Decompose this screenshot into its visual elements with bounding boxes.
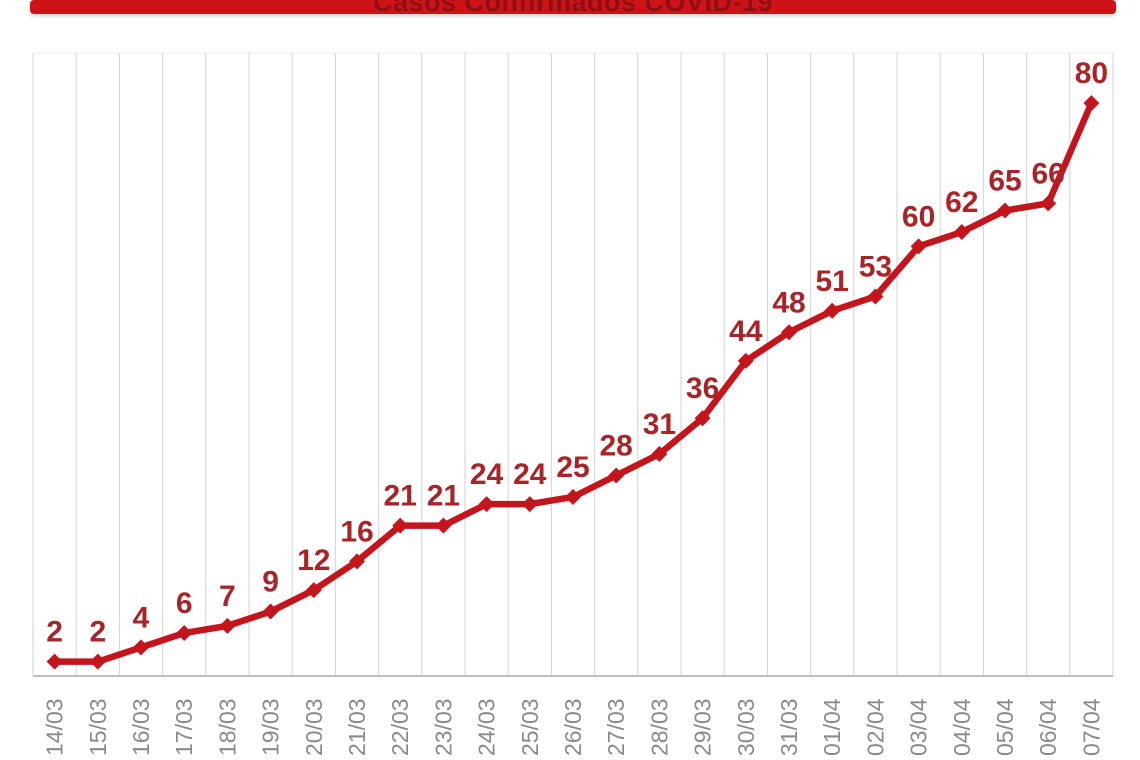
data-label: 66 bbox=[1032, 157, 1065, 190]
x-axis-label: 25/03 bbox=[517, 698, 543, 756]
data-point-marker bbox=[176, 625, 193, 642]
data-label: 4 bbox=[133, 601, 150, 634]
data-point-marker bbox=[781, 324, 797, 341]
data-label: 62 bbox=[945, 186, 978, 219]
data-label: 28 bbox=[600, 429, 633, 462]
chart-title: Casos Confirmados COVID-19 bbox=[30, 0, 1116, 14]
x-axis-label: 04/04 bbox=[949, 698, 975, 756]
data-point-marker bbox=[997, 202, 1013, 219]
x-axis-label: 16/03 bbox=[128, 698, 154, 756]
data-point-marker bbox=[89, 653, 106, 670]
data-label: 24 bbox=[470, 458, 504, 491]
x-axis-label: 28/03 bbox=[646, 698, 672, 756]
series-line bbox=[51, 99, 1095, 665]
data-point-marker bbox=[521, 496, 538, 513]
x-axis-label: 30/03 bbox=[733, 698, 759, 756]
data-point-marker bbox=[262, 603, 279, 620]
data-label: 21 bbox=[384, 480, 417, 513]
x-axis-label: 19/03 bbox=[258, 698, 284, 756]
data-point-marker bbox=[910, 238, 927, 255]
x-axis-label: 14/03 bbox=[42, 698, 68, 756]
data-point-marker bbox=[651, 446, 668, 463]
title-banner: Casos Confirmados COVID-19 bbox=[30, 0, 1116, 14]
data-label: 60 bbox=[902, 200, 935, 233]
x-axis-label: 24/03 bbox=[474, 698, 500, 756]
x-axis-label: 27/03 bbox=[603, 698, 629, 756]
data-label: 24 bbox=[513, 458, 547, 491]
x-axis-label: 29/03 bbox=[690, 698, 716, 756]
x-axis-label: 22/03 bbox=[387, 698, 413, 756]
data-point-marker bbox=[392, 517, 409, 534]
data-label: 16 bbox=[340, 515, 373, 548]
x-axis-label: 31/03 bbox=[776, 698, 802, 756]
data-point-marker bbox=[565, 488, 581, 505]
data-label: 31 bbox=[643, 408, 676, 441]
data-point-marker bbox=[824, 302, 841, 319]
data-point-marker bbox=[478, 496, 495, 513]
data-point-marker bbox=[867, 288, 884, 305]
data-label: 53 bbox=[859, 250, 892, 283]
x-axis-label: 17/03 bbox=[171, 698, 197, 756]
x-axis-label: 05/04 bbox=[992, 698, 1018, 756]
data-label: 48 bbox=[772, 286, 805, 319]
data-label: 7 bbox=[219, 580, 236, 613]
x-axis-label: 07/04 bbox=[1078, 698, 1104, 756]
data-label: 65 bbox=[988, 165, 1021, 198]
x-axis-label: 21/03 bbox=[344, 698, 370, 756]
data-point-marker bbox=[1083, 95, 1100, 112]
data-point-marker bbox=[953, 224, 970, 241]
data-label: 36 bbox=[686, 372, 719, 405]
x-axis-label: 02/04 bbox=[862, 698, 888, 756]
data-point-marker bbox=[694, 410, 711, 427]
x-axis-label: 01/04 bbox=[819, 698, 845, 756]
x-axis-label: 06/04 bbox=[1035, 698, 1061, 756]
data-label: 2 bbox=[46, 616, 63, 649]
data-label: 9 bbox=[262, 566, 279, 599]
data-label: 12 bbox=[297, 544, 330, 577]
data-point-marker bbox=[133, 639, 149, 656]
data-point-marker bbox=[1040, 195, 1057, 212]
data-label: 21 bbox=[427, 480, 460, 513]
data-label: 25 bbox=[556, 451, 589, 484]
data-point-marker bbox=[608, 467, 625, 484]
x-axis-label: 26/03 bbox=[560, 698, 586, 756]
data-label: 2 bbox=[89, 616, 106, 649]
data-point-marker bbox=[349, 553, 365, 570]
x-axis-label: 15/03 bbox=[85, 698, 111, 756]
data-point-marker bbox=[435, 517, 452, 534]
x-axis-label: 23/03 bbox=[430, 698, 456, 756]
data-label: 51 bbox=[816, 265, 849, 298]
data-label: 6 bbox=[176, 587, 193, 620]
x-axis-label: 03/04 bbox=[906, 698, 932, 756]
x-axis-label: 18/03 bbox=[214, 698, 240, 756]
data-point-marker bbox=[46, 653, 63, 670]
data-point-marker bbox=[737, 352, 754, 369]
data-point-marker bbox=[305, 582, 322, 599]
data-point-marker bbox=[219, 617, 236, 634]
data-label: 44 bbox=[729, 315, 763, 348]
x-axis-label: 20/03 bbox=[301, 698, 327, 756]
data-label: 80 bbox=[1075, 57, 1108, 90]
